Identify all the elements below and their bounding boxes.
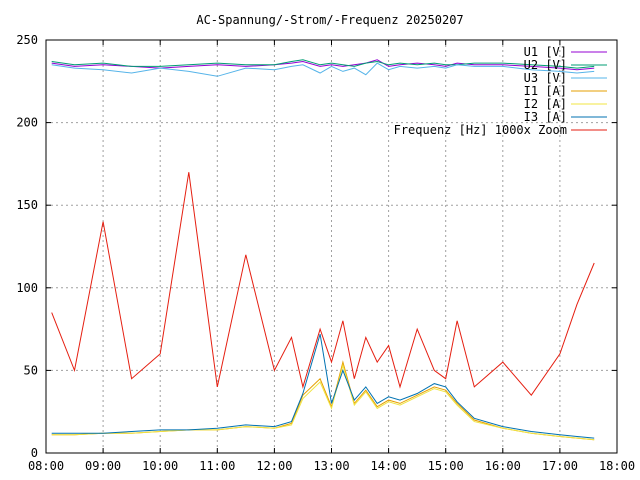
series-line-u1-v (51, 59, 595, 71)
legend-label: U2 [V] (524, 58, 567, 72)
y-tick-label: 150 (16, 198, 38, 212)
chart-title: AC-Spannung/-Strom/-Frequenz 20250207 (196, 13, 463, 27)
y-tick-label: 250 (16, 33, 38, 47)
y-tick-label: 0 (31, 446, 38, 460)
series-line-u3-v (51, 62, 595, 77)
x-tick-label: 18:00 (599, 459, 635, 473)
x-tick-label: 17:00 (542, 459, 578, 473)
plot-frame (45, 39, 618, 454)
y-tick-label: 50 (24, 363, 38, 377)
x-tick-label: 11:00 (199, 459, 235, 473)
x-tick-label: 09:00 (85, 459, 121, 473)
x-tick-label: 13:00 (313, 459, 349, 473)
legend-label: I1 [A] (524, 84, 567, 98)
x-tick-label: 08:00 (28, 459, 64, 473)
legend-label: U3 [V] (524, 71, 567, 85)
x-tick-label: 14:00 (371, 459, 407, 473)
series-line-i3-a (51, 333, 595, 439)
x-tick-label: 16:00 (485, 459, 521, 473)
legend-label: I2 [A] (524, 97, 567, 111)
legend-label: U1 [V] (524, 45, 567, 59)
series-line-i2-a (51, 363, 595, 441)
series-lines (51, 59, 595, 441)
x-tick-label: 10:00 (142, 459, 178, 473)
tick-labels: 08:00 09:00 10:00 11:00 12:00 13:00 14:00 15:00… (16, 33, 635, 473)
x-tick-label: 12:00 (256, 459, 292, 473)
legend: U1 [V]U2 [V]U3 [V]I1 [A]I2 [A]I3 [A]Freq… (394, 45, 607, 137)
legend-label: Frequenz [Hz] 1000x Zoom (394, 123, 567, 137)
y-tick-label: 100 (16, 281, 38, 295)
series-line-u2-v (51, 59, 595, 69)
axes (45, 39, 618, 454)
legend-label: I3 [A] (524, 110, 567, 124)
y-tick-label: 200 (16, 116, 38, 130)
series-line-frequenz-hz-1000x-zoom (51, 172, 595, 397)
x-tick-label: 15:00 (428, 459, 464, 473)
